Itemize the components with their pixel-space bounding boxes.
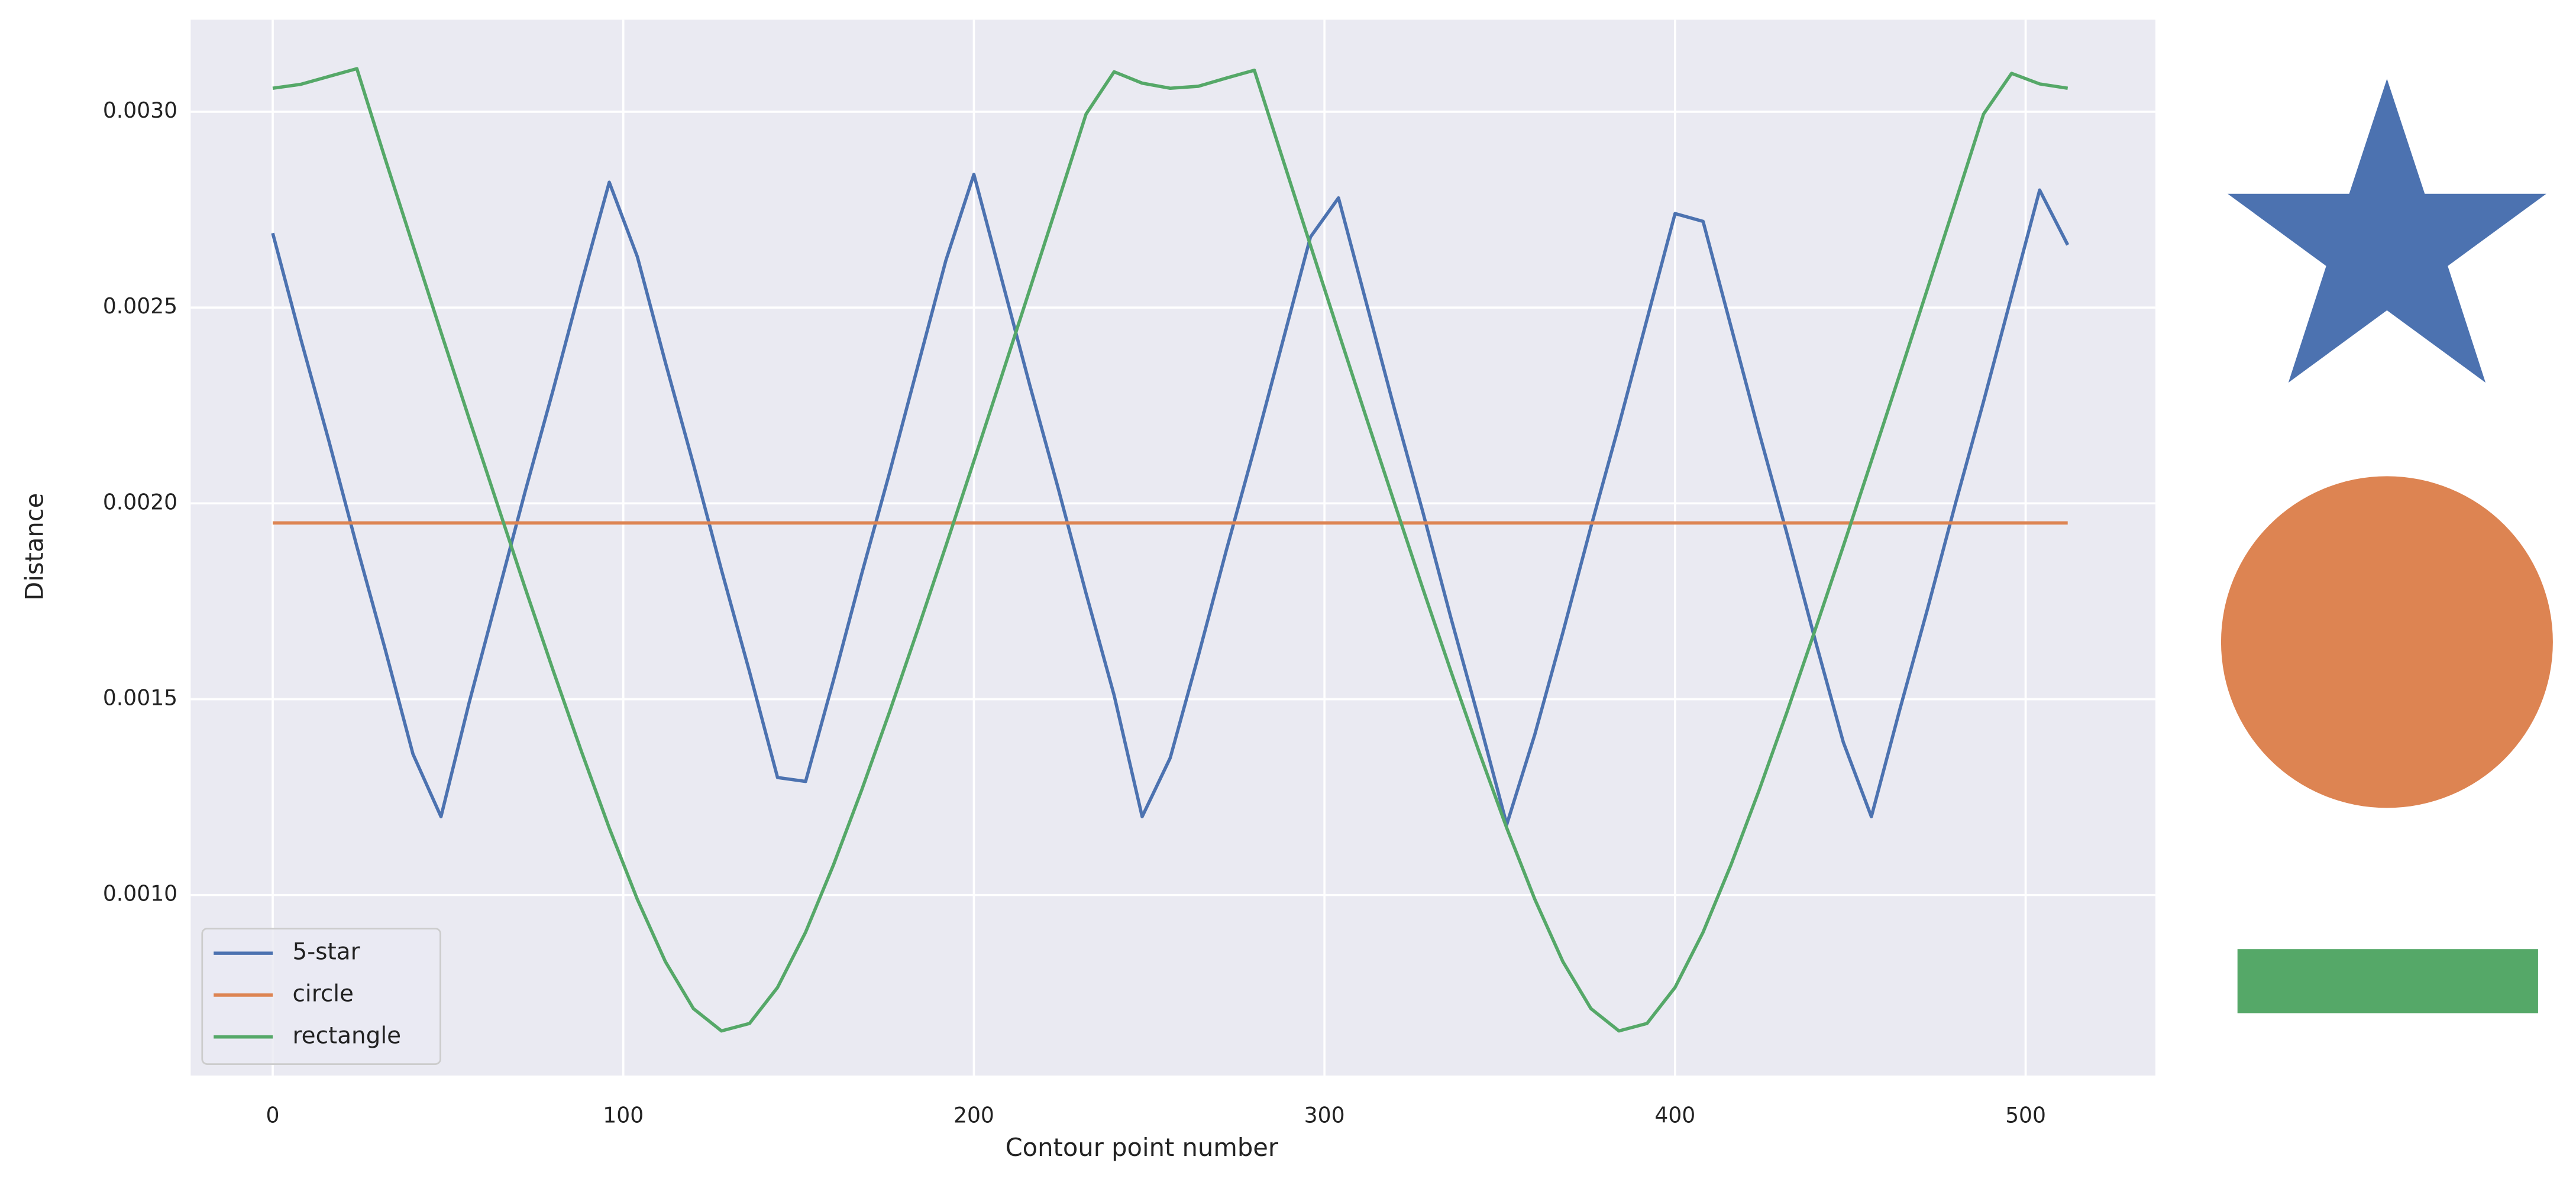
- y-tick-label: 0.0025: [103, 293, 177, 319]
- data-line: [272, 67, 2068, 1033]
- x-axis-label: Contour point number: [1006, 1133, 1279, 1162]
- legend-label: circle: [293, 980, 354, 1007]
- legend-box: [201, 928, 441, 1065]
- x-tick-label: 400: [1654, 1102, 1695, 1128]
- x-tick-label: 0: [266, 1102, 280, 1128]
- x-tick-label: 100: [603, 1102, 644, 1128]
- y-axis-label: Distance: [20, 493, 49, 601]
- x-tick-label: 500: [2005, 1102, 2046, 1128]
- y-tick-label: 0.0010: [103, 881, 177, 906]
- x-tick-label: 300: [1304, 1102, 1345, 1128]
- x-tick-label: 200: [954, 1102, 994, 1128]
- y-tick-label: 0.0020: [103, 489, 177, 514]
- grid: [190, 20, 2155, 1076]
- legend-label: 5-star: [293, 939, 360, 966]
- legend-label: rectangle: [293, 1022, 402, 1049]
- y-tick-label: 0.0015: [103, 685, 177, 711]
- y-tick-label: 0.0030: [103, 98, 177, 123]
- plot-area: [190, 20, 2155, 1076]
- star-shape: [2228, 79, 2546, 383]
- circle-shape: [2221, 476, 2553, 808]
- rectangle-shape: [2237, 949, 2538, 1013]
- data-line: [271, 173, 2070, 827]
- lines: [271, 67, 2070, 1033]
- legend: 5-star circle rectangle: [201, 928, 441, 1065]
